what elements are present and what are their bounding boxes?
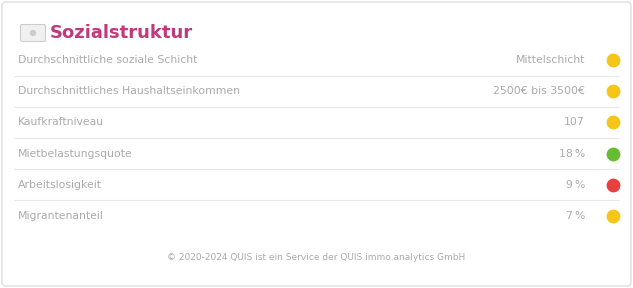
Circle shape bbox=[30, 31, 35, 35]
Point bbox=[608, 89, 618, 94]
Text: Kaufkraftniveau: Kaufkraftniveau bbox=[18, 118, 104, 127]
Text: 107: 107 bbox=[564, 118, 585, 127]
Point bbox=[608, 214, 618, 218]
Text: 7 %: 7 % bbox=[566, 211, 585, 221]
Text: Migrantenanteil: Migrantenanteil bbox=[18, 211, 104, 221]
Point bbox=[608, 151, 618, 156]
Text: Mietbelastungsquote: Mietbelastungsquote bbox=[18, 149, 133, 159]
Text: Arbeitslosigkeit: Arbeitslosigkeit bbox=[18, 180, 102, 190]
Text: Durchschnittliche soziale Schicht: Durchschnittliche soziale Schicht bbox=[18, 55, 197, 65]
Point bbox=[608, 183, 618, 187]
Text: 2500€ bis 3500€: 2500€ bis 3500€ bbox=[493, 86, 585, 96]
Text: © 2020-2024 QUIS ist ein Service der QUIS immo.analytics GmbH: © 2020-2024 QUIS ist ein Service der QUI… bbox=[167, 253, 465, 262]
Point bbox=[608, 120, 618, 125]
Text: Durchschnittliches Haushaltseinkommen: Durchschnittliches Haushaltseinkommen bbox=[18, 86, 240, 96]
Text: 18 %: 18 % bbox=[559, 149, 585, 159]
Text: Mittelschicht: Mittelschicht bbox=[516, 55, 585, 65]
Text: 9 %: 9 % bbox=[566, 180, 585, 190]
Text: Sozialstruktur: Sozialstruktur bbox=[50, 24, 193, 42]
FancyBboxPatch shape bbox=[2, 2, 631, 286]
FancyBboxPatch shape bbox=[20, 24, 46, 41]
Point bbox=[608, 58, 618, 62]
